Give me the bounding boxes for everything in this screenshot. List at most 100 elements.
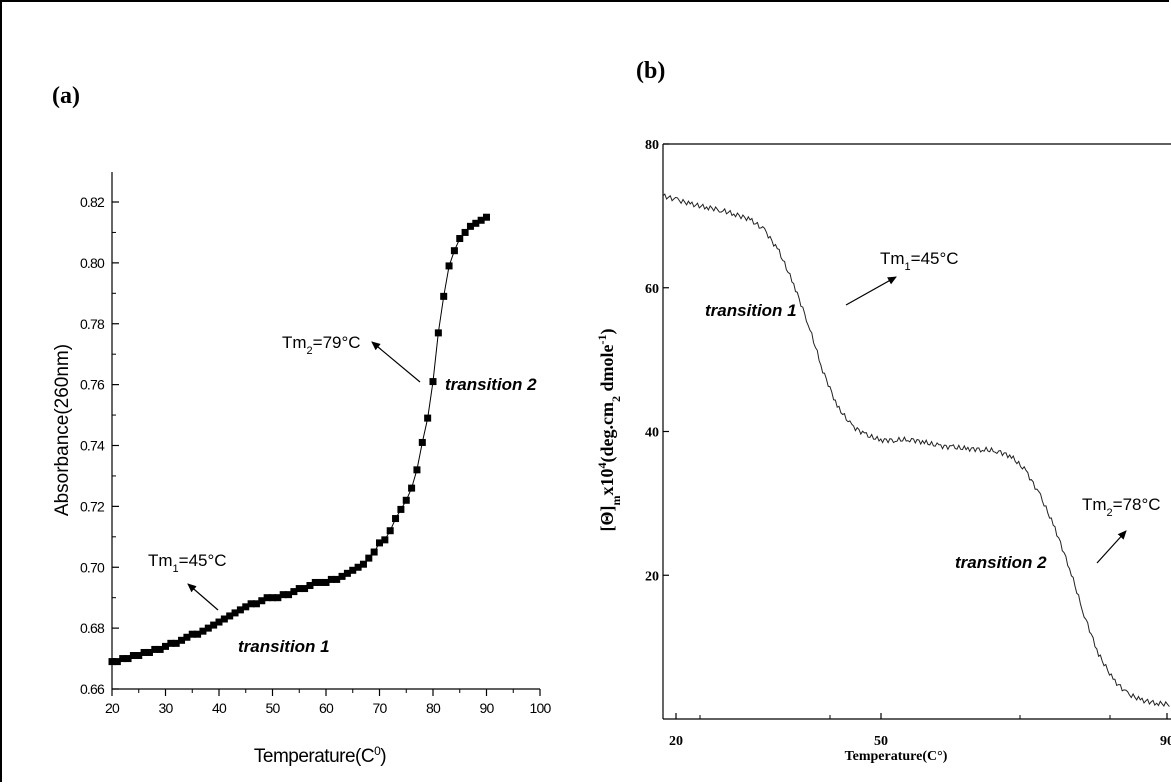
panel-a-data-point — [199, 627, 207, 635]
panel-a-data-point — [343, 569, 351, 577]
panel-a-data-point — [445, 262, 453, 270]
panel-a-x-axis-label: Temperature(C0) — [254, 744, 386, 767]
panel-b-x-tick-label: 50 — [874, 734, 888, 749]
panel-a-data-point — [311, 578, 319, 586]
panel-b-annotation-tm2: Tm2=78°C — [1082, 495, 1161, 519]
panel-b-annotation-tm1: Tm1=45°C — [880, 249, 959, 273]
panel-a-data-point — [349, 566, 357, 574]
panel-a-data-point — [359, 560, 367, 568]
panel-a-data-point — [434, 329, 442, 337]
panel-a-data-point — [477, 216, 485, 224]
panel-b-x-ticks: 20 50 90 — [669, 713, 1171, 749]
panel-a-data-point — [381, 536, 389, 544]
panel-a-data-point — [167, 639, 175, 647]
panel-a-data-point — [242, 603, 250, 611]
panel-a-y-tick-label: 0.80 — [80, 255, 105, 271]
panel-b-tm2-arrow — [1096, 530, 1127, 564]
panel-a-x-tick-label: 60 — [319, 700, 334, 716]
panel-a-data-point — [274, 594, 282, 602]
panel-a-series — [112, 216, 487, 663]
panel-a-data-point — [140, 648, 148, 656]
panel-a-x-tick-label: 40 — [212, 700, 227, 716]
panel-a-data-point — [386, 527, 394, 535]
panel-a-data-point — [252, 600, 260, 608]
panel-a-data-point — [210, 621, 218, 629]
panel-a-data-point — [392, 515, 400, 523]
panel-a-data-point — [220, 615, 228, 623]
panel-a-data-point — [108, 658, 116, 666]
panel-a-data-point — [204, 624, 212, 632]
panel-a-data-point — [429, 378, 437, 386]
panel-a-x-tick-label: 50 — [266, 700, 281, 716]
panel-a-data-point — [236, 606, 244, 614]
panel-a-data-point — [279, 591, 287, 599]
panel-b-x-tick-label: 20 — [669, 734, 683, 749]
panel-a-data-point — [194, 630, 202, 638]
panel-a-data-point — [258, 597, 266, 605]
panel-a-data-point — [269, 594, 276, 602]
panel-a-y-axis-label: Absorbance(260nm) — [52, 344, 73, 516]
panel-a-data-point — [119, 655, 127, 663]
panel-b-y-tick-label: 20 — [645, 569, 659, 584]
panel-a: (a) 20 30 40 50 60 70 80 90 100 0.66 0.68 0.70 0.72… — [52, 83, 552, 767]
panel-b-series — [662, 193, 1170, 707]
panel-a-y-ticks: 0.66 0.68 0.70 0.72 0.74 0.76 0.78 0.80 0.82 — [80, 194, 119, 697]
panel-a-label: (a) — [52, 83, 80, 109]
panel-a-annotation-transition-1: transition 1 — [238, 637, 330, 656]
panel-a-annotation-transition-2: transition 2 — [445, 375, 537, 394]
panel-a-data-point — [178, 636, 186, 644]
panel-a-points — [108, 213, 490, 666]
panel-a-data-point — [402, 496, 410, 504]
panel-b-axes — [662, 143, 1171, 720]
panel-a-y-tick-label: 0.70 — [80, 559, 105, 575]
panel-b-y-axis-label: [Θ]mx104(deg.cm2 dmole-1) — [595, 329, 623, 532]
panel-a-data-point — [413, 466, 421, 474]
panel-a-x-tick-label: 20 — [105, 700, 120, 716]
panel-a-data-point — [285, 591, 293, 599]
panel-a-data-point — [376, 539, 383, 547]
panel-a-data-point — [333, 575, 341, 583]
panel-a-data-point — [440, 292, 448, 300]
panel-a-data-point — [306, 582, 314, 590]
panel-a-tm1-arrow — [187, 583, 219, 611]
panel-a-data-point — [172, 639, 180, 647]
panel-a-y-tick-label: 0.78 — [80, 316, 105, 332]
panel-a-x-tick-label: 90 — [480, 700, 495, 716]
panel-a-data-point — [397, 505, 405, 513]
panel-a-data-point — [418, 438, 426, 446]
panel-a-annotation-tm2: Tm2=79°C — [282, 333, 361, 357]
panel-a-data-point — [162, 642, 169, 650]
panel-b-annotation-transition-2: transition 2 — [955, 553, 1047, 572]
panel-a-y-tick-label: 0.68 — [80, 620, 105, 636]
panel-a-x-ticks: 20 30 40 50 60 70 80 90 100 — [105, 689, 552, 716]
panel-a-y-tick-label: 0.76 — [80, 377, 105, 393]
panel-a-line — [112, 216, 487, 663]
panel-a-data-point — [301, 585, 309, 593]
panel-a-data-point — [124, 655, 132, 663]
panel-a-y-tick-label: 0.82 — [80, 194, 105, 210]
panel-a-data-point — [450, 247, 458, 255]
panel-b-line — [662, 193, 1170, 707]
panel-a-data-point — [183, 633, 191, 641]
panel-a-data-point — [483, 213, 490, 221]
panel-a-x-tick-label: 30 — [159, 700, 174, 716]
panel-a-data-point — [129, 652, 137, 660]
panel-b-tm1-arrow — [845, 276, 897, 306]
panel-a-annotation-tm1: Tm1=45°C — [148, 551, 227, 575]
panel-b-y-tick-label: 40 — [645, 426, 659, 441]
panel-a-x-tick-label: 70 — [373, 700, 388, 716]
panel-a-data-point — [151, 645, 159, 653]
panel-a-data-point — [231, 609, 239, 617]
panel-a-tm2-arrow — [371, 341, 421, 383]
panel-a-data-point — [135, 652, 143, 660]
panel-a-x-tick-label: 100 — [530, 700, 552, 716]
panel-b-x-axis-label: Temperature(C°) — [845, 749, 948, 764]
panel-a-data-point — [456, 235, 464, 243]
panel-a-data-point — [263, 594, 271, 602]
panel-a-data-point — [354, 563, 362, 571]
panel-a-data-point — [424, 414, 432, 422]
panel-b-annotation-transition-1: transition 1 — [705, 301, 797, 320]
panel-a-y-tick-label: 0.74 — [80, 438, 105, 454]
panel-a-data-point — [338, 572, 346, 580]
